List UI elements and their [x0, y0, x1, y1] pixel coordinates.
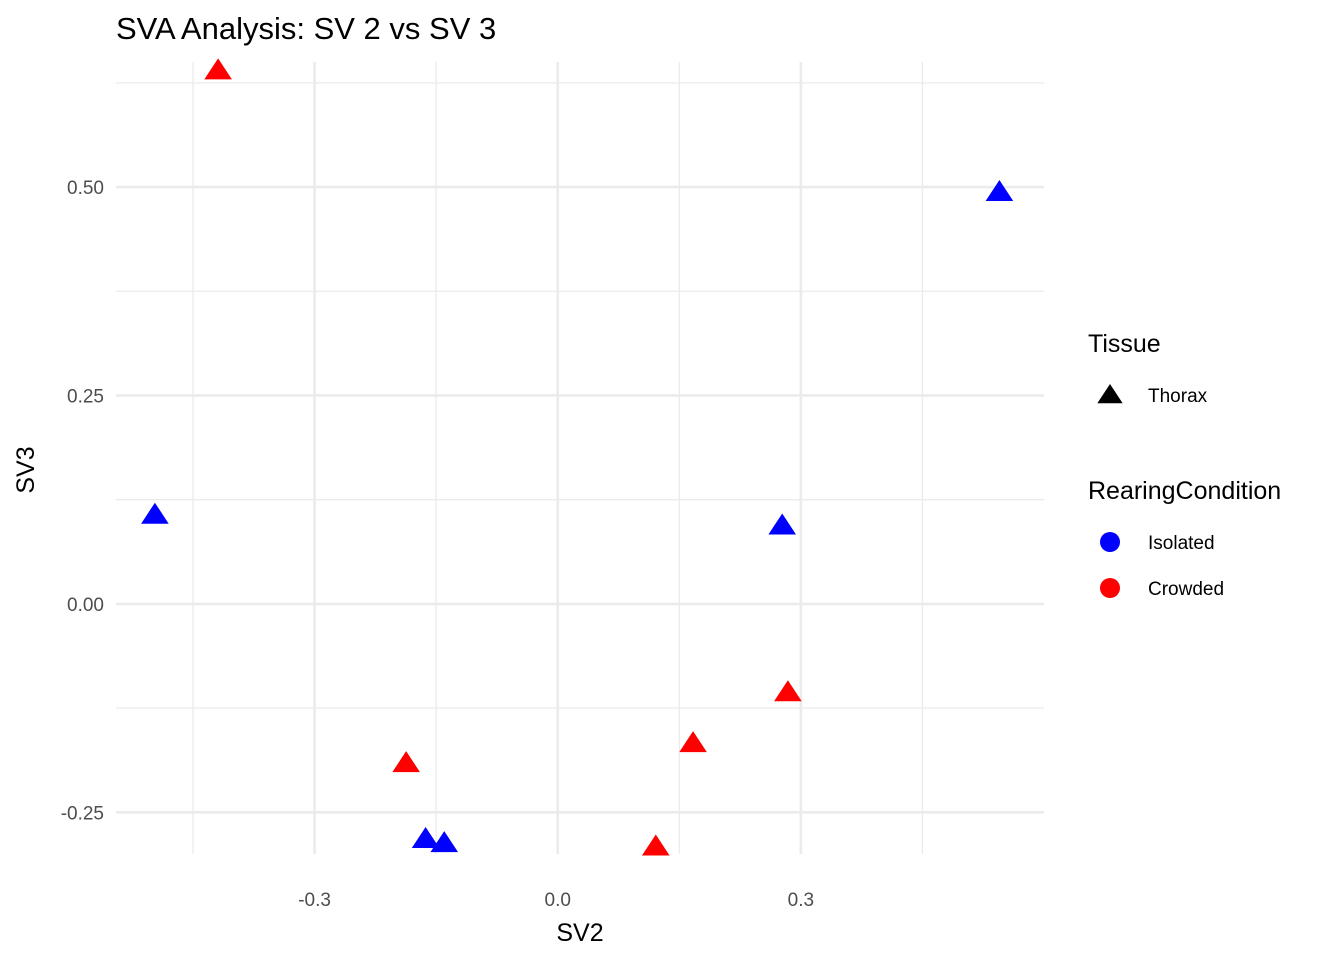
legend-label: Isolated — [1148, 533, 1215, 554]
y-axis-title: SV3 — [12, 446, 40, 493]
x-axis-ticks: -0.3 0.0 0.3 — [298, 890, 814, 911]
data-point-crowded — [774, 680, 802, 702]
data-point-crowded — [641, 834, 670, 856]
data-point-isolated — [985, 180, 1014, 202]
legend-label: Crowded — [1148, 579, 1224, 600]
data-point-isolated — [768, 513, 797, 535]
legend-label: Thorax — [1148, 386, 1208, 407]
x-tick-label: -0.3 — [298, 890, 331, 911]
data-point-isolated — [141, 502, 169, 524]
data-point-crowded — [679, 731, 707, 753]
y-axis-ticks: -0.25 0.00 0.25 0.50 — [61, 178, 104, 824]
y-tick-label: 0.50 — [67, 178, 104, 199]
y-tick-label: -0.25 — [61, 803, 104, 824]
data-point-isolated — [430, 831, 459, 853]
legend-title: Tissue — [1088, 330, 1161, 358]
data-point-crowded — [204, 58, 232, 80]
legend: Tissue Thorax RearingCondition Isolated Crow… — [1088, 330, 1281, 600]
y-tick-label: 0.00 — [67, 595, 104, 616]
grid — [116, 62, 1044, 854]
data-point-isolated — [411, 826, 440, 848]
x-axis-title: SV2 — [556, 919, 603, 947]
legend-key-circle — [1100, 532, 1120, 552]
x-tick-label: 0.3 — [788, 890, 814, 911]
y-tick-label: 0.25 — [67, 386, 104, 407]
legend-title: RearingCondition — [1088, 477, 1281, 505]
chart-title: SVA Analysis: SV 2 vs SV 3 — [116, 11, 496, 46]
x-tick-label: 0.0 — [545, 890, 571, 911]
legend-key-circle — [1100, 578, 1120, 598]
legend-key-triangle — [1097, 384, 1123, 404]
data-points — [141, 58, 1014, 856]
data-point-crowded — [392, 751, 420, 773]
